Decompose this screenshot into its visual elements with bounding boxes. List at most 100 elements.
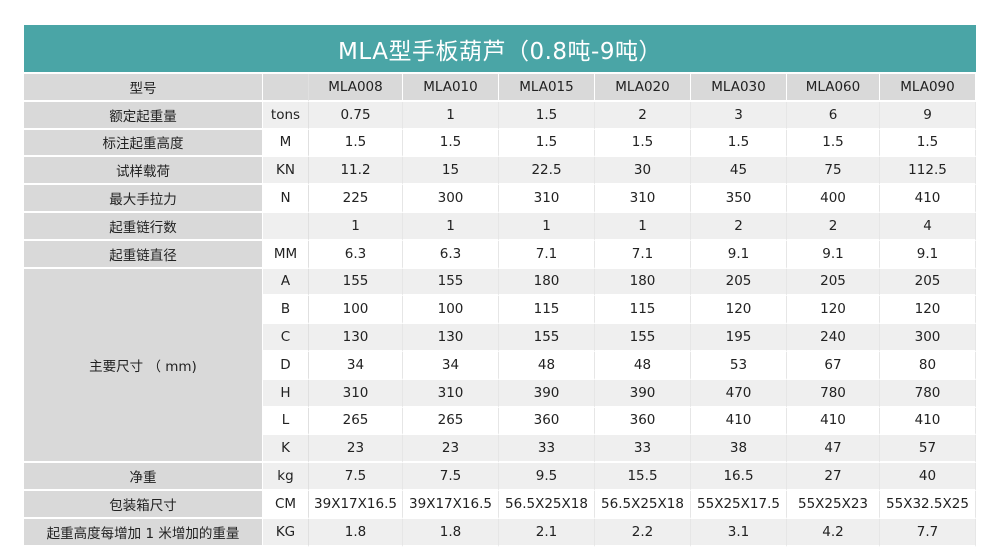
value-cell: 38 xyxy=(691,435,787,464)
unit-cell: C xyxy=(263,324,309,352)
row-label: 型号 xyxy=(24,74,263,102)
value-cell: 240 xyxy=(787,324,880,352)
spec-table: 型号 MLA008 MLA010 MLA015 MLA020 MLA030 MLA060 ML… xyxy=(24,74,976,547)
table-row: 起重链行数 1 1 1 1 2 2 4 xyxy=(24,212,976,241)
value-cell: 39X17X16.5 xyxy=(309,490,403,519)
value-cell: 33 xyxy=(499,435,595,464)
table-row: 包装箱尺寸 CM 39X17X16.5 39X17X16.5 56.5X25X18 56.… xyxy=(24,490,976,519)
value-cell: 180 xyxy=(595,268,691,297)
value-cell: 67 xyxy=(787,351,880,380)
value-cell: 130 xyxy=(403,324,499,352)
table-row: K 23 23 33 33 38 47 57 xyxy=(24,435,976,464)
unit-cell xyxy=(263,74,309,102)
value-cell: 9.5 xyxy=(499,463,595,491)
value-cell: 3 xyxy=(691,101,787,130)
value-cell: 56.5X25X18 xyxy=(499,490,595,519)
row-label: 起重链行数 xyxy=(24,212,263,241)
value-cell: 1.5 xyxy=(309,129,403,158)
value-cell: 1.8 xyxy=(403,518,499,547)
value-cell: MLA030 xyxy=(691,74,787,102)
unit-cell: A xyxy=(263,268,309,297)
page-title: MLA型手板葫芦（0.8吨-9吨） xyxy=(24,25,976,72)
value-cell: 155 xyxy=(309,268,403,297)
unit-cell: MM xyxy=(263,240,309,269)
value-cell: 120 xyxy=(691,296,787,325)
value-cell: 15.5 xyxy=(595,463,691,491)
unit-cell: K xyxy=(263,435,309,464)
value-cell: 350 xyxy=(691,185,787,213)
value-cell: 120 xyxy=(880,296,976,325)
value-cell: 45 xyxy=(691,157,787,186)
value-cell: 34 xyxy=(309,351,403,380)
value-cell: 100 xyxy=(309,296,403,325)
value-cell: 780 xyxy=(787,379,880,408)
table-row: C 130 130 155 155 195 240 300 xyxy=(24,324,976,352)
unit-cell: kg xyxy=(263,463,309,491)
value-cell: 6.3 xyxy=(403,240,499,269)
value-cell: MLA090 xyxy=(880,74,976,102)
value-cell: 1.5 xyxy=(499,129,595,158)
value-cell: 1.5 xyxy=(691,129,787,158)
value-cell: 1.8 xyxy=(309,518,403,547)
value-cell: 265 xyxy=(403,407,499,436)
value-cell: 1.5 xyxy=(787,129,880,158)
row-label: 主要尺寸 （ mm) xyxy=(24,268,263,464)
value-cell: 2 xyxy=(595,101,691,130)
value-cell: 470 xyxy=(691,379,787,408)
value-cell: 30 xyxy=(595,157,691,186)
value-cell: 1 xyxy=(595,212,691,241)
row-label: 净重 xyxy=(24,463,263,491)
value-cell: 57 xyxy=(880,435,976,464)
value-cell: 34 xyxy=(403,351,499,380)
value-cell: 40 xyxy=(880,463,976,491)
value-cell: 1.5 xyxy=(595,129,691,158)
value-cell: 23 xyxy=(403,435,499,464)
value-cell: 1.5 xyxy=(403,129,499,158)
value-cell: 205 xyxy=(691,268,787,297)
value-cell: 155 xyxy=(403,268,499,297)
value-cell: 6 xyxy=(787,101,880,130)
table-row: H 310 310 390 390 470 780 780 xyxy=(24,379,976,408)
value-cell: 115 xyxy=(499,296,595,325)
value-cell: 9 xyxy=(880,101,976,130)
value-cell: 2 xyxy=(787,212,880,241)
value-cell: 9.1 xyxy=(880,240,976,269)
value-cell: 360 xyxy=(499,407,595,436)
value-cell: 75 xyxy=(787,157,880,186)
value-cell: 300 xyxy=(880,324,976,352)
value-cell: 55X25X23 xyxy=(787,490,880,519)
value-cell: 39X17X16.5 xyxy=(403,490,499,519)
unit-cell: tons xyxy=(263,101,309,130)
value-cell: 33 xyxy=(595,435,691,464)
value-cell: 7.1 xyxy=(499,240,595,269)
value-cell: MLA060 xyxy=(787,74,880,102)
value-cell: 6.3 xyxy=(309,240,403,269)
unit-cell: KG xyxy=(263,518,309,547)
value-cell: 4 xyxy=(880,212,976,241)
value-cell: 780 xyxy=(880,379,976,408)
value-cell: 115 xyxy=(595,296,691,325)
row-label: 最大手拉力 xyxy=(24,185,263,213)
value-cell: 16.5 xyxy=(691,463,787,491)
value-cell: 410 xyxy=(880,407,976,436)
value-cell: 390 xyxy=(499,379,595,408)
value-cell: 1.5 xyxy=(499,101,595,130)
value-cell: 410 xyxy=(691,407,787,436)
value-cell: MLA008 xyxy=(309,74,403,102)
value-cell: 410 xyxy=(880,185,976,213)
value-cell: 2 xyxy=(691,212,787,241)
value-cell: 48 xyxy=(595,351,691,380)
row-label: 试样载荷 xyxy=(24,157,263,186)
value-cell: 112.5 xyxy=(880,157,976,186)
table-row: 起重链直径 MM 6.3 6.3 7.1 7.1 9.1 9.1 9.1 xyxy=(24,240,976,269)
value-cell: 1.5 xyxy=(880,129,976,158)
table-row: 最大手拉力 N 225 300 310 310 350 400 410 xyxy=(24,185,976,213)
value-cell: MLA020 xyxy=(595,74,691,102)
row-label: 额定起重量 xyxy=(24,101,263,130)
value-cell: 390 xyxy=(595,379,691,408)
value-cell: 1 xyxy=(499,212,595,241)
value-cell: 23 xyxy=(309,435,403,464)
value-cell: 310 xyxy=(309,379,403,408)
unit-cell: CM xyxy=(263,490,309,519)
row-label: 标注起重高度 xyxy=(24,129,263,158)
